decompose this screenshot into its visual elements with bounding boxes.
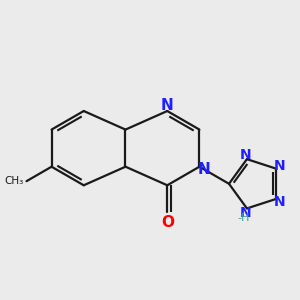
Text: -H: -H [238, 213, 250, 223]
Text: N: N [240, 148, 251, 162]
Text: O: O [161, 215, 174, 230]
Text: CH₃: CH₃ [4, 176, 23, 186]
Text: N: N [274, 195, 286, 209]
Text: N: N [161, 98, 174, 113]
Text: N: N [240, 206, 251, 220]
Text: N: N [274, 159, 286, 173]
Text: N: N [198, 162, 210, 177]
